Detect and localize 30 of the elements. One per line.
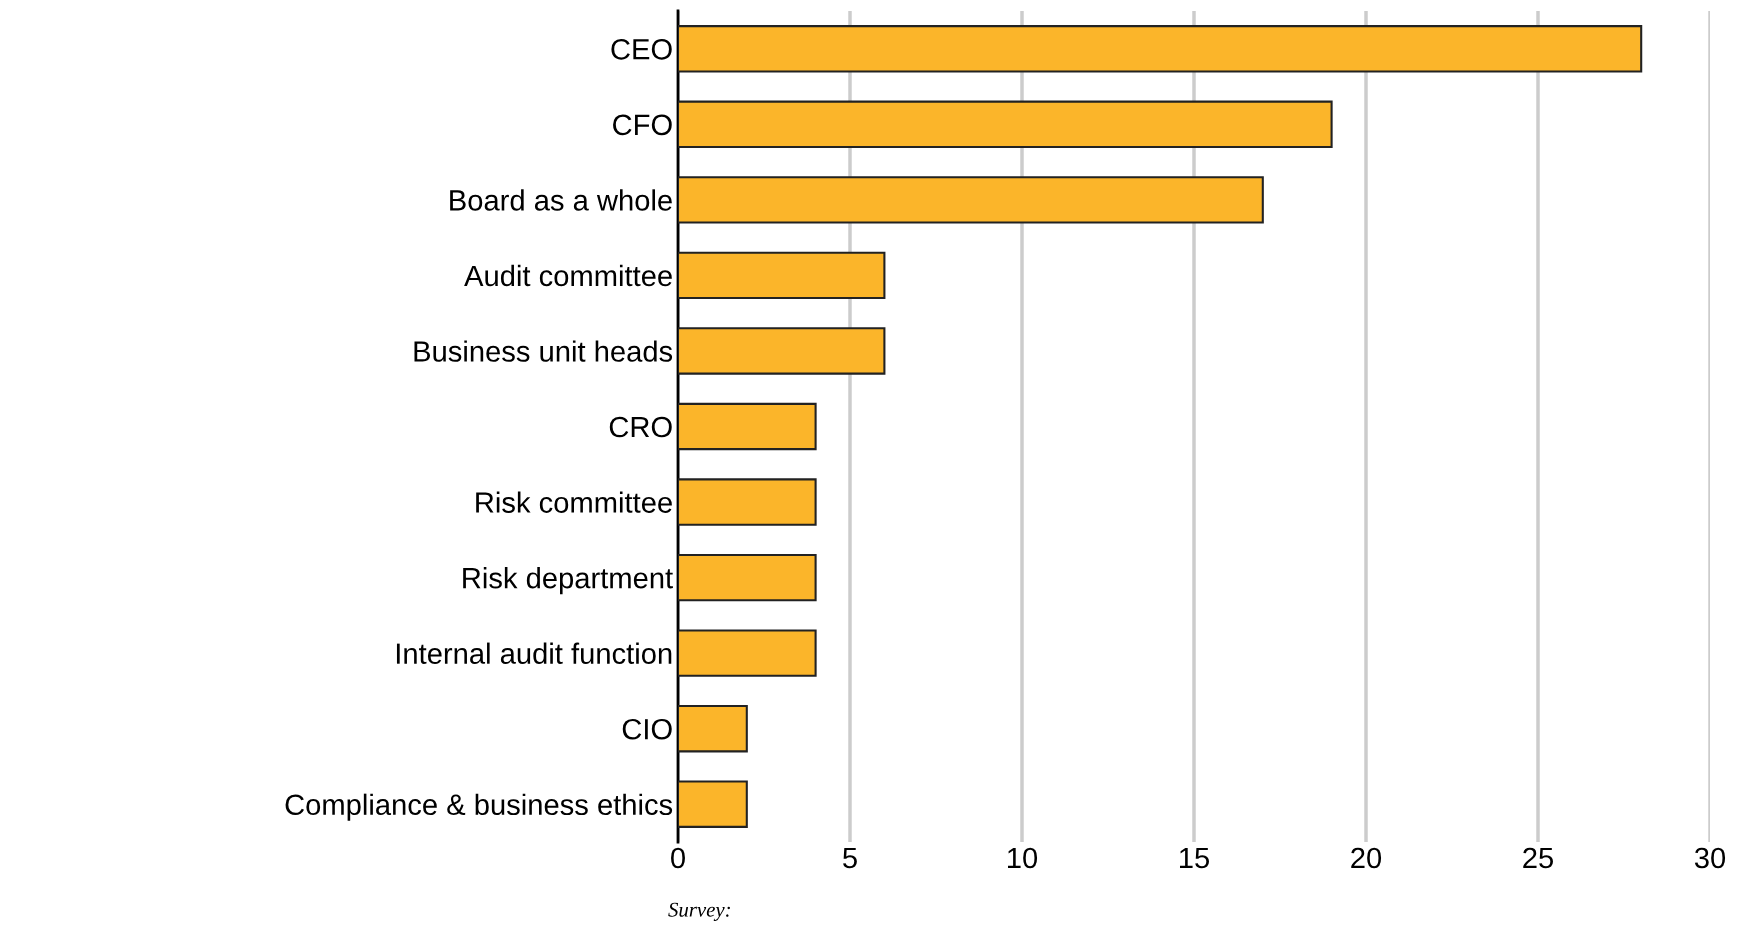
y-tick-label: Business unit heads [414, 340, 673, 362]
y-tick-label: CFO [613, 114, 672, 136]
y-tick-label: CIO [622, 718, 672, 740]
y-tick-label: Risk department [463, 567, 673, 595]
bar [678, 25, 1643, 73]
x-tick-label: 25 [1523, 847, 1553, 869]
x-tick-label: 10 [1008, 847, 1038, 869]
y-tick-label: CEO [611, 38, 672, 60]
bar [678, 478, 817, 526]
text: Survey: [668, 902, 730, 921]
x-tick-label: 30 [1694, 847, 1726, 869]
bar [678, 629, 817, 677]
y-tick-label: Compliance & business ethics [285, 793, 673, 821]
bar [678, 780, 748, 828]
bar [678, 402, 817, 451]
x-tick-label: 0 [671, 847, 685, 869]
y-tick-label: Audit committee [464, 264, 672, 287]
bar [678, 327, 886, 375]
bar [678, 251, 886, 300]
x-tick-label: 5 [843, 847, 857, 869]
y-tick-label: Board as a whole [450, 189, 672, 211]
bar [678, 704, 748, 753]
x-tick-label: 20 [1351, 847, 1382, 869]
x-tick-label: 15 [1180, 847, 1209, 869]
y-tick-label: Risk committee [476, 491, 672, 513]
y-tick-label: CRO [609, 416, 672, 438]
bar [678, 176, 1264, 224]
bar [678, 100, 1333, 149]
bar [678, 553, 817, 602]
y-tick-label: Internal audit function [396, 642, 672, 664]
